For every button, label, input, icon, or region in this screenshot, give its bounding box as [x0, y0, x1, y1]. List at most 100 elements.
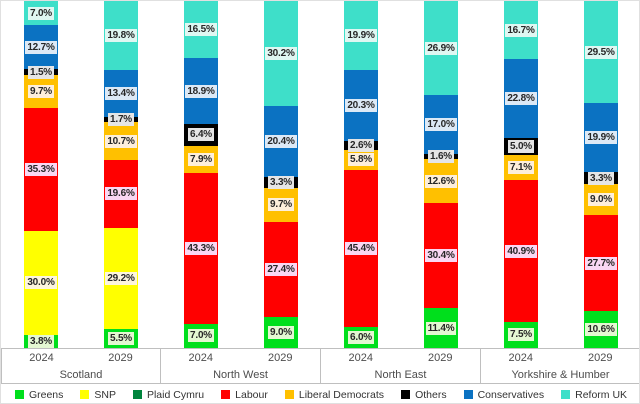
segment-label: 1.5% [28, 65, 54, 79]
bar-segment: 16.5% [184, 1, 218, 59]
segment-label: 12.6% [425, 174, 457, 188]
segment-label: 3.3% [268, 175, 294, 189]
category-axis: 2024 2029 Scotland 2024 2029 North West 2024 20… [1, 348, 639, 384]
segment-label: 7.5% [508, 328, 534, 342]
region-label: North West [213, 368, 268, 381]
legend-label: SNP [94, 388, 116, 401]
bar-segment: 29.5% [584, 1, 618, 104]
segment-label: 27.4% [265, 262, 297, 276]
bar-segment: 7.0% [184, 323, 218, 348]
legend-swatch-icon [14, 390, 24, 399]
bar-segment: 3.3% [264, 175, 298, 189]
year-row: 2024 2029 [321, 349, 480, 366]
region-label: Scotland [59, 368, 103, 381]
bar-segment: 5.0% [504, 138, 538, 156]
legend-swatch-icon [561, 390, 571, 399]
bar-segment: 16.7% [504, 1, 538, 59]
axis-group: 2024 2029 Yorkshire & Humber [481, 349, 639, 383]
bar-segment: 1.7% [104, 113, 138, 127]
segment-label: 30.2% [265, 46, 297, 60]
bar-segment: 6.0% [344, 327, 378, 348]
segment-label: 43.3% [185, 242, 217, 256]
region-label: North East [374, 368, 427, 381]
segment-label: 29.5% [585, 45, 617, 59]
legend-swatch-icon [284, 390, 294, 399]
bar-segment: 12.7% [24, 25, 58, 70]
segment-label: 5.0% [508, 140, 534, 154]
bar-segment: 40.9% [504, 180, 538, 322]
segment-label: 10.7% [105, 134, 137, 148]
legend-label: Greens [28, 388, 64, 401]
segment-label: 30.4% [425, 249, 457, 263]
bar-segment: 10.7% [104, 122, 138, 160]
segment-label: 16.7% [505, 23, 537, 37]
legend-label: Conservatives [477, 388, 545, 401]
bar-segment: 17.0% [424, 94, 458, 154]
year-label: 2024 [29, 351, 54, 364]
bar-segment: 20.4% [264, 105, 298, 177]
bar-segment: 19.9% [344, 1, 378, 71]
legend-item: Reform UK [561, 389, 627, 401]
legend-swatch-icon [132, 390, 142, 399]
bar: 10.6% 27.7% 9.0% 3.3% 19.9% 29.5% [584, 1, 618, 348]
segment-label: 45.4% [345, 241, 377, 255]
bar: 11.4% 30.4% 12.6% 1.6% 17.0% 26.9% [424, 1, 458, 348]
segment-label: 40.9% [505, 244, 537, 258]
legend-label: Others [415, 388, 447, 401]
segment-label: 9.0% [588, 193, 614, 206]
bar-segment: 27.7% [584, 215, 618, 312]
segment-label: 18.9% [185, 84, 217, 98]
axis-group: 2024 2029 North West [161, 349, 321, 383]
segment-label: 17.0% [425, 117, 457, 131]
bar-segment: 20.3% [344, 70, 378, 141]
legend-swatch-icon [221, 390, 231, 399]
segment-label: 9.7% [28, 84, 54, 98]
segment-label: 22.8% [505, 92, 537, 106]
segment-label: 10.6% [585, 323, 617, 337]
year-label: 2029 [268, 351, 293, 364]
bar: 7.5% 40.9% 7.1% 5.0% 22.8% 16.7% [504, 1, 538, 348]
segment-label: 5.8% [348, 153, 374, 167]
year-label: 2024 [188, 351, 213, 364]
bar-segment: 13.4% [104, 70, 138, 117]
legend-item: Greens [14, 388, 64, 401]
bar-segment: 30.0% [24, 230, 58, 335]
segment-label: 20.3% [345, 98, 377, 112]
legend-item: Liberal Democrats [284, 389, 384, 401]
segment-label: 7.9% [188, 153, 214, 167]
legend-item: Plaid Cymru [132, 389, 204, 401]
segment-label: 7.0% [188, 329, 214, 343]
segment-label: 12.7% [25, 40, 57, 54]
bar-segment: 11.4% [424, 308, 458, 348]
segment-label: 7.0% [28, 6, 54, 20]
segment-label: 3.3% [588, 171, 614, 185]
bar-segment: 12.6% [424, 159, 458, 203]
legend-swatch-icon [80, 390, 90, 399]
bar-segment: 45.4% [344, 169, 378, 328]
bar-segment: 9.0% [584, 183, 618, 216]
bar-segment: 27.4% [264, 221, 298, 317]
bar-segment: 2.6% [344, 138, 378, 152]
bar-segment: 35.3% [24, 108, 58, 231]
bar-segment: 10.6% [584, 311, 618, 348]
bar-segment: 43.3% [184, 173, 218, 324]
segment-label: 26.9% [425, 41, 457, 55]
bar: 5.5% 29.2% 19.6% 10.7% 1.7% 13.4% 19.8% [104, 1, 138, 348]
segment-label: 13.4% [105, 86, 137, 100]
bar-segment: 7.5% [504, 321, 538, 348]
bar-segment: 3.8% [24, 334, 58, 348]
segment-label: 35.3% [25, 162, 57, 176]
bar-segment: 1.5% [24, 65, 58, 79]
legend-label: Labour [235, 388, 268, 401]
legend-item: Others [401, 389, 447, 401]
bar-segment: 5.5% [104, 328, 138, 348]
bar-segment: 19.6% [104, 159, 138, 228]
legend-swatch-icon [401, 390, 411, 399]
segment-label: 30.0% [25, 276, 57, 290]
year-label: 2024 [348, 351, 373, 364]
bar-segment: 7.9% [184, 146, 218, 174]
year-label: 2029 [588, 351, 613, 364]
segment-label: 5.5% [108, 331, 134, 345]
segment-label: 16.5% [185, 23, 217, 37]
